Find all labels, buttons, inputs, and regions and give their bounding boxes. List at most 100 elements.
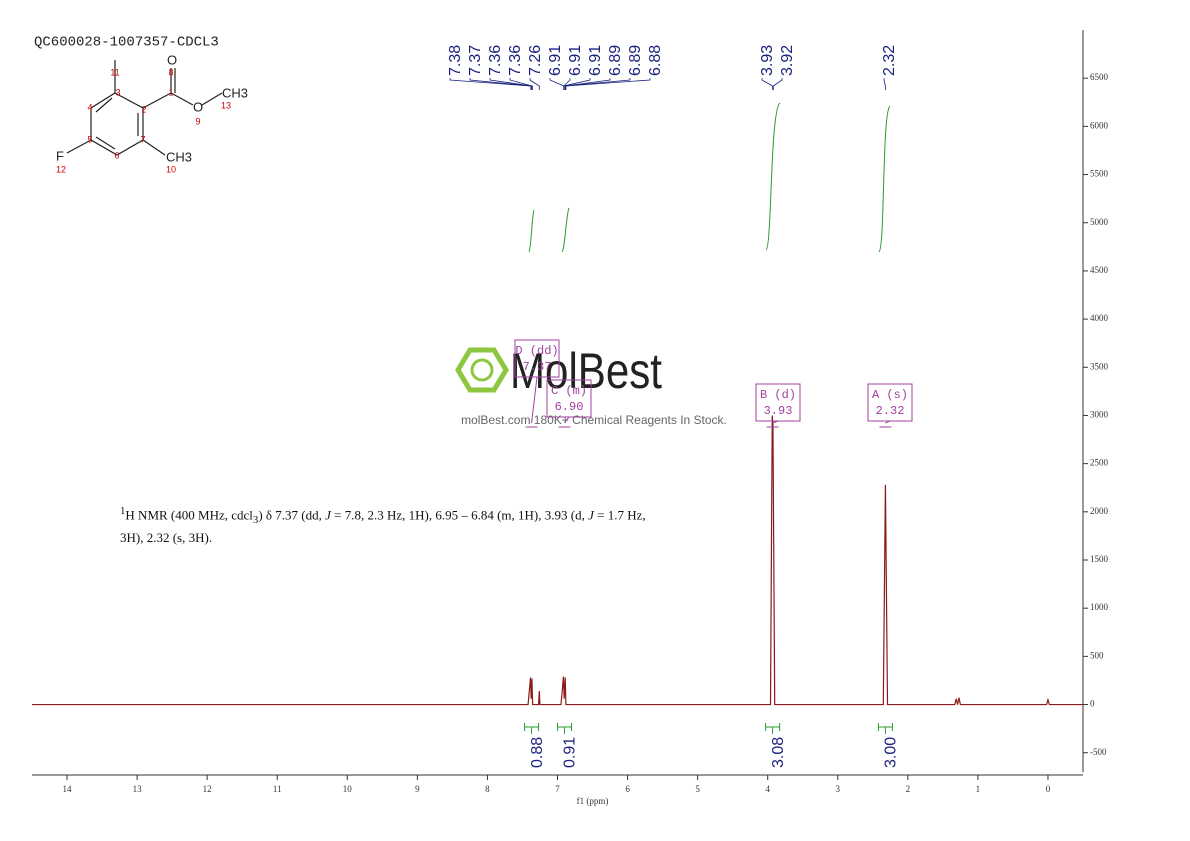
x-tick-label: 11 xyxy=(273,784,282,794)
peak-leader xyxy=(449,78,532,90)
text: ) δ 7.37 (dd, xyxy=(258,507,326,523)
atom-number: 11 xyxy=(110,67,119,77)
multiplet-shift: 7.37 xyxy=(523,360,552,374)
peak-label: 6.89 xyxy=(627,45,644,76)
peak-leader xyxy=(761,78,774,90)
x-tick-label: 4 xyxy=(765,784,770,794)
peak-label: 7.38 xyxy=(447,45,464,76)
peak-leader xyxy=(529,78,540,90)
atoms: O O CH3 F CH3 xyxy=(56,52,248,164)
x-tick-label: 5 xyxy=(695,784,700,794)
y-tick-label: 5500 xyxy=(1090,169,1109,179)
subscript: 3 xyxy=(252,513,259,526)
spectrum-line xyxy=(32,415,1083,706)
atom-number: 1 xyxy=(168,87,173,97)
multiplet-connector xyxy=(564,416,570,424)
x-axis-label: f1 (ppm) xyxy=(577,796,609,806)
integral-bracket xyxy=(877,723,893,734)
peak-leader xyxy=(883,78,886,90)
peak-label: 6.91 xyxy=(587,45,604,76)
x-tick-label: 8 xyxy=(485,784,490,794)
superscript: 1 xyxy=(120,505,126,517)
peak-label: 6.91 xyxy=(567,45,584,76)
integral-bracket xyxy=(557,723,573,734)
y-tick-label: 1000 xyxy=(1090,602,1109,612)
atom-number: 2 xyxy=(141,104,146,114)
peak-label: 7.36 xyxy=(487,45,504,76)
peak-leader xyxy=(563,78,591,90)
multiplet-connector xyxy=(772,420,779,424)
peak-label: 7.26 xyxy=(527,45,544,76)
peak-leader xyxy=(509,78,533,90)
atom: O xyxy=(193,99,203,114)
atom: F xyxy=(56,148,64,163)
atom-number: 9 xyxy=(195,116,200,126)
peak-leader xyxy=(549,78,565,90)
peak-leader xyxy=(565,78,651,90)
multiplet-connector xyxy=(885,420,891,424)
tagline: molBest.com 180K+ Chemical Reagents In S… xyxy=(461,413,727,427)
integral-curves xyxy=(528,102,891,253)
x-tick-label: 14 xyxy=(63,784,73,794)
x-tick-label: 1 xyxy=(976,784,981,794)
peak-label: 6.89 xyxy=(607,45,624,76)
peak-label: 2.32 xyxy=(881,45,898,76)
integral-label: 0.91 xyxy=(562,737,579,768)
x-tick-label: 12 xyxy=(203,784,212,794)
peak-label: 3.93 xyxy=(759,45,776,76)
peak-label: 6.91 xyxy=(547,45,564,76)
y-tick-label: 1500 xyxy=(1090,554,1109,564)
text: H NMR (400 MHz, cdcl xyxy=(125,507,253,523)
atom-numbers: 11 8 3 2 1 4 9 13 5 7 6 12 10 xyxy=(56,67,231,174)
integral-bracket xyxy=(765,723,781,734)
title: QC600028-1007357-CDCL3 xyxy=(34,35,219,51)
x-tick-label: 13 xyxy=(133,784,143,794)
italic: J xyxy=(325,507,331,523)
atom-number: 7 xyxy=(140,134,145,144)
y-tick-label: 5000 xyxy=(1090,217,1109,227)
multiplet-connector xyxy=(531,376,538,424)
multiplet-label: C (m) xyxy=(551,384,587,398)
multiplet-label: B (d) xyxy=(760,388,796,402)
y-tick-label: 3500 xyxy=(1090,361,1109,371)
peak-leader xyxy=(772,78,783,90)
y-tick-label: -500 xyxy=(1090,747,1107,757)
atom-number: 3 xyxy=(115,87,120,97)
atom-number: 13 xyxy=(221,100,231,110)
watermark: MolBest molBest.com 180K+ Chemical Reage… xyxy=(455,343,727,427)
multiplet-shift: 2.32 xyxy=(876,404,905,418)
peak-label: 7.37 xyxy=(467,45,484,76)
y-tick-label: 2500 xyxy=(1090,458,1109,468)
structure xyxy=(66,60,223,156)
integral-label: 3.08 xyxy=(770,737,787,768)
y-tick-label: 6000 xyxy=(1090,120,1109,130)
y-tick-label: 0 xyxy=(1090,699,1095,709)
peak-leader xyxy=(563,78,571,90)
multiplet-shift: 3.93 xyxy=(764,404,793,418)
x-tick-label: 7 xyxy=(555,784,560,794)
text: = 1.7 Hz, 3H), 2.32 (s, 3H). xyxy=(120,507,646,545)
x-tick-label: 0 xyxy=(1046,784,1051,794)
integral-bracket xyxy=(524,723,540,734)
y-tick-label: 3000 xyxy=(1090,410,1109,420)
peak-label: 6.88 xyxy=(647,45,664,76)
atom: CH3 xyxy=(166,149,192,164)
integral-label: 3.00 xyxy=(883,737,900,768)
y-tick-label: 2000 xyxy=(1090,506,1109,516)
atom-number: 10 xyxy=(166,164,176,174)
multiplet-label: D (dd) xyxy=(515,344,558,358)
y-tick-label: 4500 xyxy=(1090,265,1109,275)
x-tick-label: 6 xyxy=(625,784,630,794)
atom-number: 8 xyxy=(168,67,173,77)
atom-number: 5 xyxy=(87,134,92,144)
integral-label: 0.88 xyxy=(529,737,546,768)
peak-leader xyxy=(564,78,631,90)
y-tick-label: 4000 xyxy=(1090,313,1109,323)
multiplet-shift: 6.90 xyxy=(555,400,584,414)
atom-number: 12 xyxy=(56,164,66,174)
x-tick-label: 10 xyxy=(343,784,353,794)
peak-leader xyxy=(469,78,532,90)
x-tick-label: 9 xyxy=(415,784,420,794)
